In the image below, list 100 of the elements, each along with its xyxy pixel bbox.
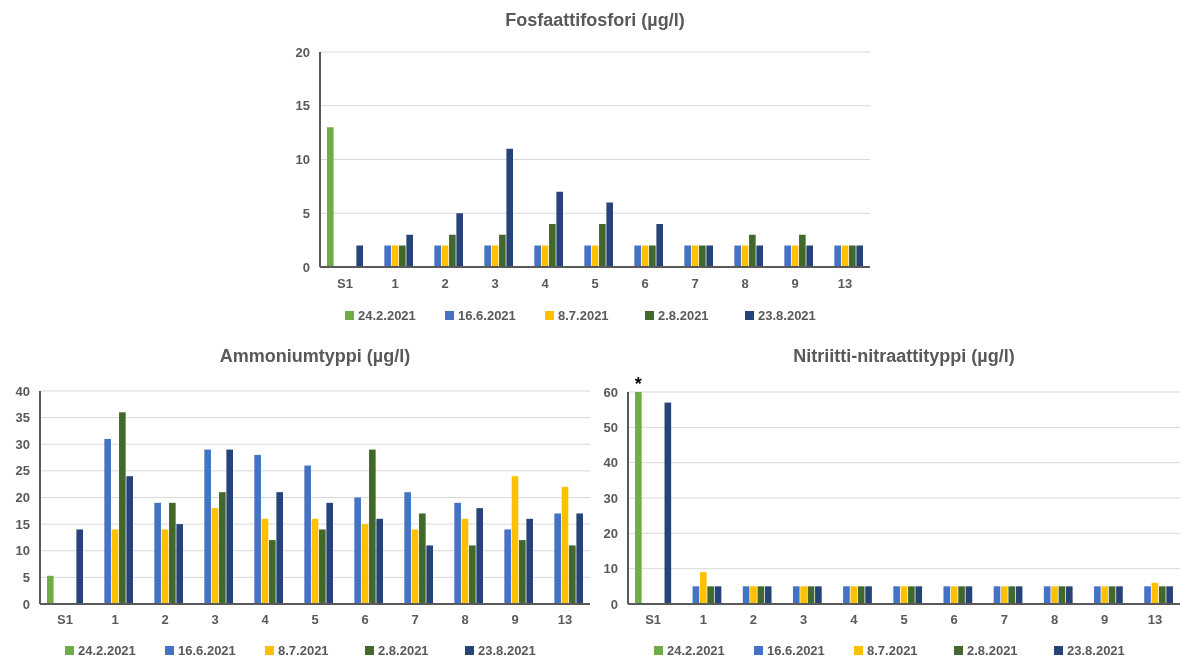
y-tick-label: 20 [15, 490, 30, 506]
bar [519, 540, 526, 604]
x-tick-label: 1 [699, 612, 707, 627]
x-tick-label: 1 [391, 276, 399, 291]
bar [384, 245, 391, 267]
bar [419, 513, 426, 604]
bar [484, 245, 491, 267]
bar [1101, 586, 1109, 604]
bar [311, 518, 319, 604]
legend-label: 24.2.2021 [358, 308, 416, 323]
x-tick-label: 3 [491, 276, 499, 291]
y-tick-label: 20 [295, 44, 310, 60]
bar [664, 402, 672, 604]
bar [1065, 586, 1073, 604]
x-tick-label: 6 [641, 276, 649, 291]
bar [404, 492, 411, 604]
bar [749, 234, 756, 267]
bar [556, 191, 563, 267]
x-tick-label: 13 [837, 276, 853, 291]
y-tick-label: 0 [610, 596, 618, 612]
bar [426, 545, 433, 604]
bar [1166, 586, 1173, 604]
bar [734, 245, 741, 267]
bar [849, 245, 856, 267]
bar [169, 502, 176, 604]
bar [276, 492, 283, 604]
x-tick-label: 2 [441, 276, 449, 291]
bar [792, 586, 800, 604]
x-tick-label: S1 [337, 276, 353, 291]
bar [211, 508, 219, 604]
bar [226, 449, 233, 604]
bar [943, 586, 951, 604]
y-tick-label: 15 [15, 516, 30, 532]
bar [461, 518, 469, 604]
bar [857, 586, 865, 604]
bar [549, 224, 556, 267]
x-tick-label: 13 [557, 612, 573, 627]
bar [634, 245, 641, 267]
x-tick-label: 9 [511, 612, 519, 627]
x-tick-label: 7 [1000, 612, 1008, 627]
x-tick-label: 7 [691, 276, 699, 291]
bar [506, 148, 513, 267]
bar [526, 518, 533, 604]
bar [915, 586, 923, 604]
bar [326, 502, 333, 604]
x-tick-label: 2 [161, 612, 169, 627]
bar [706, 245, 713, 267]
bar [411, 529, 419, 604]
bar [958, 586, 965, 604]
x-tick-label: S1 [57, 612, 73, 627]
bar [499, 234, 506, 267]
bar [606, 202, 613, 267]
bar [376, 518, 383, 604]
bar [254, 454, 261, 604]
bar [893, 586, 900, 604]
bar [154, 502, 161, 604]
legend-label: 8.7.2021 [278, 643, 329, 658]
bar [219, 492, 226, 604]
x-tick-label: 6 [950, 612, 958, 627]
bar [399, 245, 406, 267]
bar [584, 245, 591, 267]
y-tick-label: 0 [22, 596, 30, 612]
bar [649, 245, 656, 267]
x-tick-label: 4 [541, 276, 550, 291]
legend-label: 16.6.2021 [458, 308, 516, 323]
chart-title: Ammoniumtyppi (µg/l) [219, 346, 411, 366]
bar [561, 486, 569, 604]
bar [815, 586, 822, 604]
bar [449, 234, 456, 267]
legend-label: 2.8.2021 [967, 643, 1018, 658]
legend-label: 23.8.2021 [1067, 643, 1125, 658]
legend-label: 8.7.2021 [867, 643, 918, 658]
bar [126, 476, 133, 604]
bar [554, 513, 561, 604]
y-tick-label: 0 [302, 259, 310, 275]
bar [908, 586, 915, 604]
bar [1144, 586, 1151, 604]
bar [356, 245, 363, 267]
y-tick-label: 10 [603, 561, 618, 577]
bar [476, 508, 483, 604]
bar [454, 502, 461, 604]
y-tick-label: 40 [603, 455, 618, 471]
bar [784, 245, 791, 267]
x-tick-label: 4 [261, 612, 270, 627]
bar [576, 513, 583, 604]
y-tick-label: 40 [15, 383, 30, 399]
bar [843, 586, 850, 604]
bar [1094, 586, 1101, 604]
bar [456, 213, 463, 267]
bar [799, 234, 806, 267]
legend-label: 2.8.2021 [658, 308, 709, 323]
bar [504, 529, 511, 604]
bar [764, 586, 772, 604]
x-tick-label: 9 [1101, 612, 1109, 627]
y-tick-label: 15 [295, 98, 310, 114]
bar [469, 545, 476, 604]
legend-label: 23.8.2021 [478, 643, 536, 658]
bar [119, 412, 126, 604]
chart-title: Fosfaattifosfori (µg/l) [505, 10, 685, 30]
y-tick-label: 10 [15, 543, 30, 559]
